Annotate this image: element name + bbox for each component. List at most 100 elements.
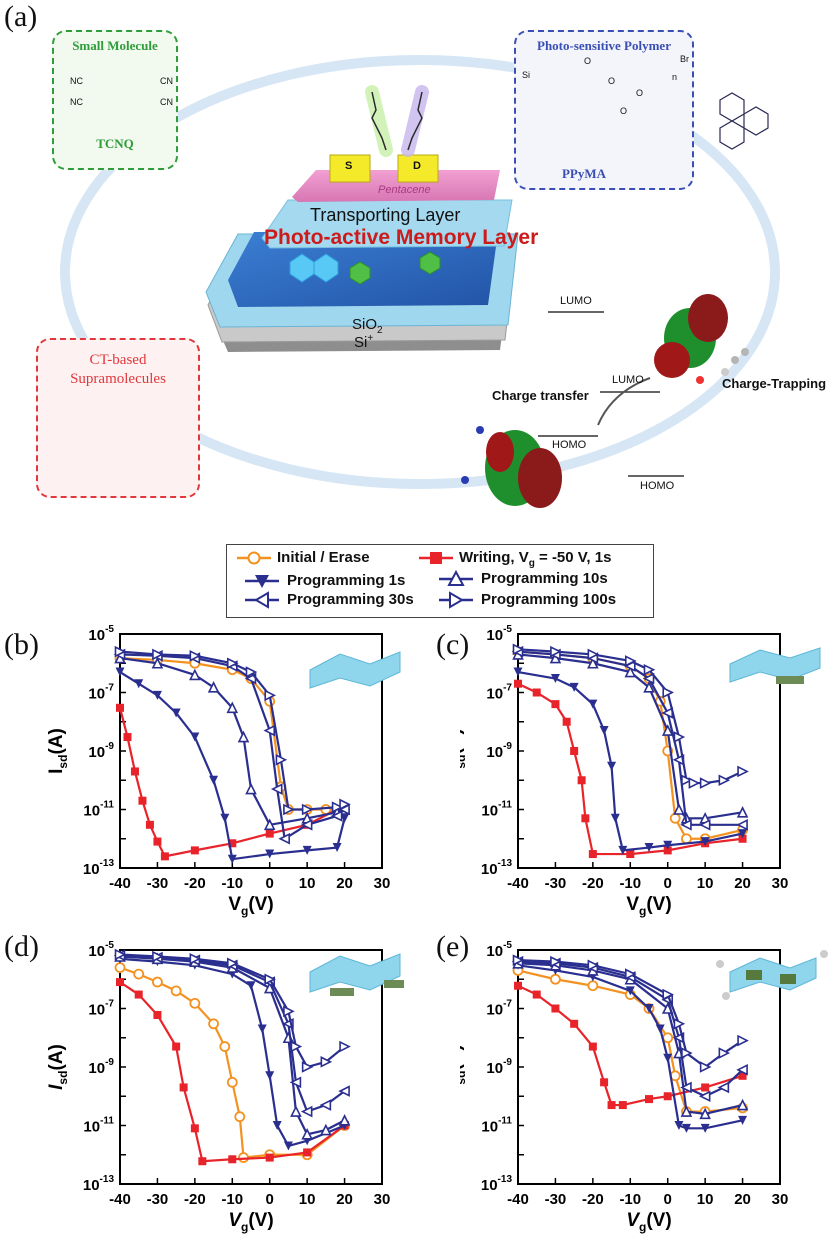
data-point-c (618, 845, 628, 855)
data-point-d (226, 1076, 238, 1088)
data-point-c (644, 843, 654, 853)
data-point-b (264, 689, 277, 702)
substrate-label: Si+ (354, 333, 373, 351)
data-point-c (680, 818, 692, 831)
data-point-e (607, 1101, 616, 1110)
data-point-b (263, 724, 276, 737)
data-point-d (133, 968, 145, 980)
data-point-d (319, 1099, 332, 1111)
data-point-c (581, 814, 590, 823)
data-point-d (189, 953, 202, 965)
legend-label-initial: Initial / Erase (277, 549, 370, 566)
data-point-b (226, 657, 239, 670)
y-tick-label-d: 10-7 (88, 999, 114, 1019)
y-tick-label-b: 10-9 (88, 741, 114, 761)
legend-marker-prog10 (439, 569, 473, 586)
data-point-b (226, 701, 239, 714)
data-point-c (718, 774, 731, 787)
data-point-c (643, 681, 655, 693)
data-point-d (290, 1105, 302, 1117)
x-tick-label-d: -10 (221, 1191, 243, 1208)
tcnq-group-1: NC (70, 76, 83, 86)
legend-label-prog30: Programming 30s (287, 591, 414, 608)
data-point-e (736, 1098, 749, 1111)
x-tick-label-e: -10 (619, 1191, 641, 1208)
data-point-c (550, 674, 560, 684)
data-point-c (737, 765, 749, 778)
data-point-d (300, 1105, 313, 1118)
x-tick-label-b: -10 (221, 875, 243, 892)
tcnq-group-2: CN (160, 76, 173, 86)
data-point-e (699, 1061, 712, 1073)
data-point-d (226, 957, 239, 970)
photo-polymer-title: Photo-sensitive Polymer (537, 38, 671, 53)
x-tick-label-e: 0 (664, 1191, 672, 1208)
polymer-o3: O (636, 88, 644, 98)
data-point-b (278, 832, 290, 845)
x-tick-label-e: -40 (507, 1191, 529, 1208)
data-point-d (338, 1085, 350, 1097)
data-point-c (587, 656, 599, 669)
ppyma-label: PPyMA (561, 166, 607, 181)
data-point-e (550, 973, 561, 985)
series-line-c (517, 670, 743, 852)
data-point-b (151, 656, 164, 669)
x-tick-label-e: 20 (734, 1191, 751, 1208)
data-point-c (587, 648, 600, 661)
data-point-e (736, 1064, 748, 1076)
data-point-e (663, 1053, 673, 1063)
legend-markers (237, 551, 473, 609)
legend-label-prog10: Programming 10s (481, 570, 608, 587)
schematic-diagram (59, 47, 780, 508)
data-point-b (152, 648, 164, 661)
data-point-e (551, 1004, 560, 1013)
legend-marker-prog30 (245, 591, 279, 609)
data-point-b (116, 703, 124, 712)
polymer-o1: O (584, 56, 592, 66)
data-point-d (290, 1040, 303, 1053)
inset-illustration-e (716, 950, 828, 1000)
x-tick-label-c: 10 (697, 875, 714, 892)
data-point-b (330, 810, 343, 822)
data-point-e (701, 1083, 710, 1092)
data-point-c (551, 700, 560, 709)
data-point-b (145, 820, 154, 829)
panel-label-d: (d) (4, 930, 39, 963)
data-point-b (189, 668, 201, 681)
legend-writing-tail: = -50 V, 1s (534, 549, 612, 566)
data-point-d (228, 1155, 237, 1164)
data-point-d (219, 1041, 231, 1052)
data-point-e (738, 1071, 747, 1080)
data-point-b (332, 843, 342, 853)
x-tick-label-d: 20 (336, 1191, 353, 1208)
series-line-d (119, 955, 346, 1136)
data-point-b (237, 730, 250, 743)
data-point-c (577, 776, 586, 785)
panel-label-e: (e) (436, 930, 470, 963)
y-tick-label-b: 10-13 (83, 858, 115, 878)
data-point-c (700, 837, 710, 847)
data-point-c (699, 777, 712, 789)
x-tick-label-e: 10 (697, 1191, 714, 1208)
data-point-d (152, 950, 164, 963)
data-point-d (339, 1040, 351, 1053)
data-point-e (624, 968, 637, 980)
x-tick-label-d: -40 (109, 1191, 131, 1208)
y-tick-label-e: 10-7 (486, 999, 512, 1019)
data-point-c (736, 806, 749, 818)
data-point-b (134, 679, 144, 689)
y-tick-label-d: 10-13 (83, 1174, 115, 1194)
data-point-b (265, 829, 274, 838)
data-point-e (737, 1034, 749, 1047)
data-point-c (643, 663, 656, 676)
x-tick-label-e: 30 (772, 1191, 789, 1208)
x-tick-label-b: 10 (299, 875, 316, 892)
charge-trapping-label: Charge-Trapping (722, 376, 827, 391)
y-tick-label-c: 10-7 (486, 683, 512, 703)
data-point-b (207, 681, 220, 693)
x-tick-label-c: -30 (545, 875, 567, 892)
data-point-e (674, 1121, 684, 1130)
x-tick-label-d: -30 (147, 1191, 169, 1208)
data-point-e (644, 1004, 654, 1013)
data-point-e (738, 1115, 748, 1125)
